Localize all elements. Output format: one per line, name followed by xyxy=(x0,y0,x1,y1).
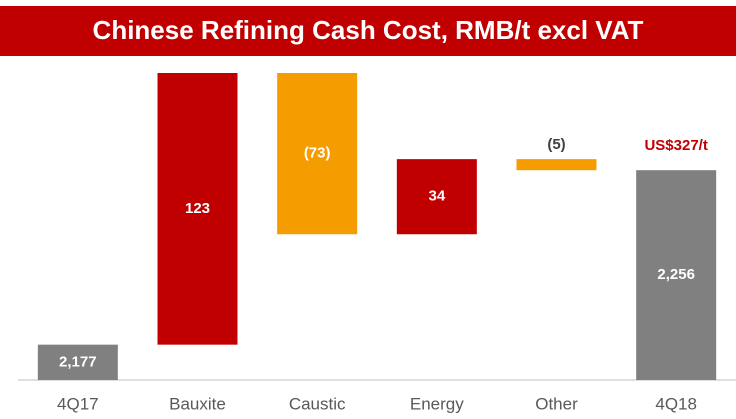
x-tick-label: Bauxite xyxy=(169,394,226,413)
x-tick-label: Other xyxy=(535,394,578,413)
x-tick-label: 4Q18 xyxy=(655,394,697,413)
bar xyxy=(516,159,597,171)
x-tick-label: Energy xyxy=(410,394,464,413)
bar xyxy=(157,73,238,345)
bar xyxy=(37,344,118,380)
value-label: (73) xyxy=(304,145,331,162)
bar xyxy=(277,73,358,235)
bar xyxy=(396,159,477,235)
x-tick-label: Caustic xyxy=(289,394,346,413)
annotation: US$327/t xyxy=(644,137,707,154)
title-banner xyxy=(0,6,736,56)
bar xyxy=(636,170,717,380)
value-label: 2,256 xyxy=(657,266,695,283)
value-label: 34 xyxy=(428,188,445,205)
x-tick-label: 4Q17 xyxy=(57,394,99,413)
value-label: 123 xyxy=(185,200,210,217)
value-label: (5) xyxy=(547,136,565,153)
chart-title: Chinese Refining Cash Cost, RMB/t excl V… xyxy=(93,15,644,45)
value-label: 2,177 xyxy=(59,353,97,370)
